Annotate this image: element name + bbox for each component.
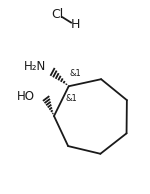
- Text: &1: &1: [69, 69, 81, 78]
- Text: &1: &1: [66, 94, 78, 103]
- Text: Cl: Cl: [51, 8, 63, 21]
- Text: H: H: [70, 18, 80, 31]
- Text: HO: HO: [17, 89, 35, 103]
- Text: H₂N: H₂N: [24, 60, 46, 74]
